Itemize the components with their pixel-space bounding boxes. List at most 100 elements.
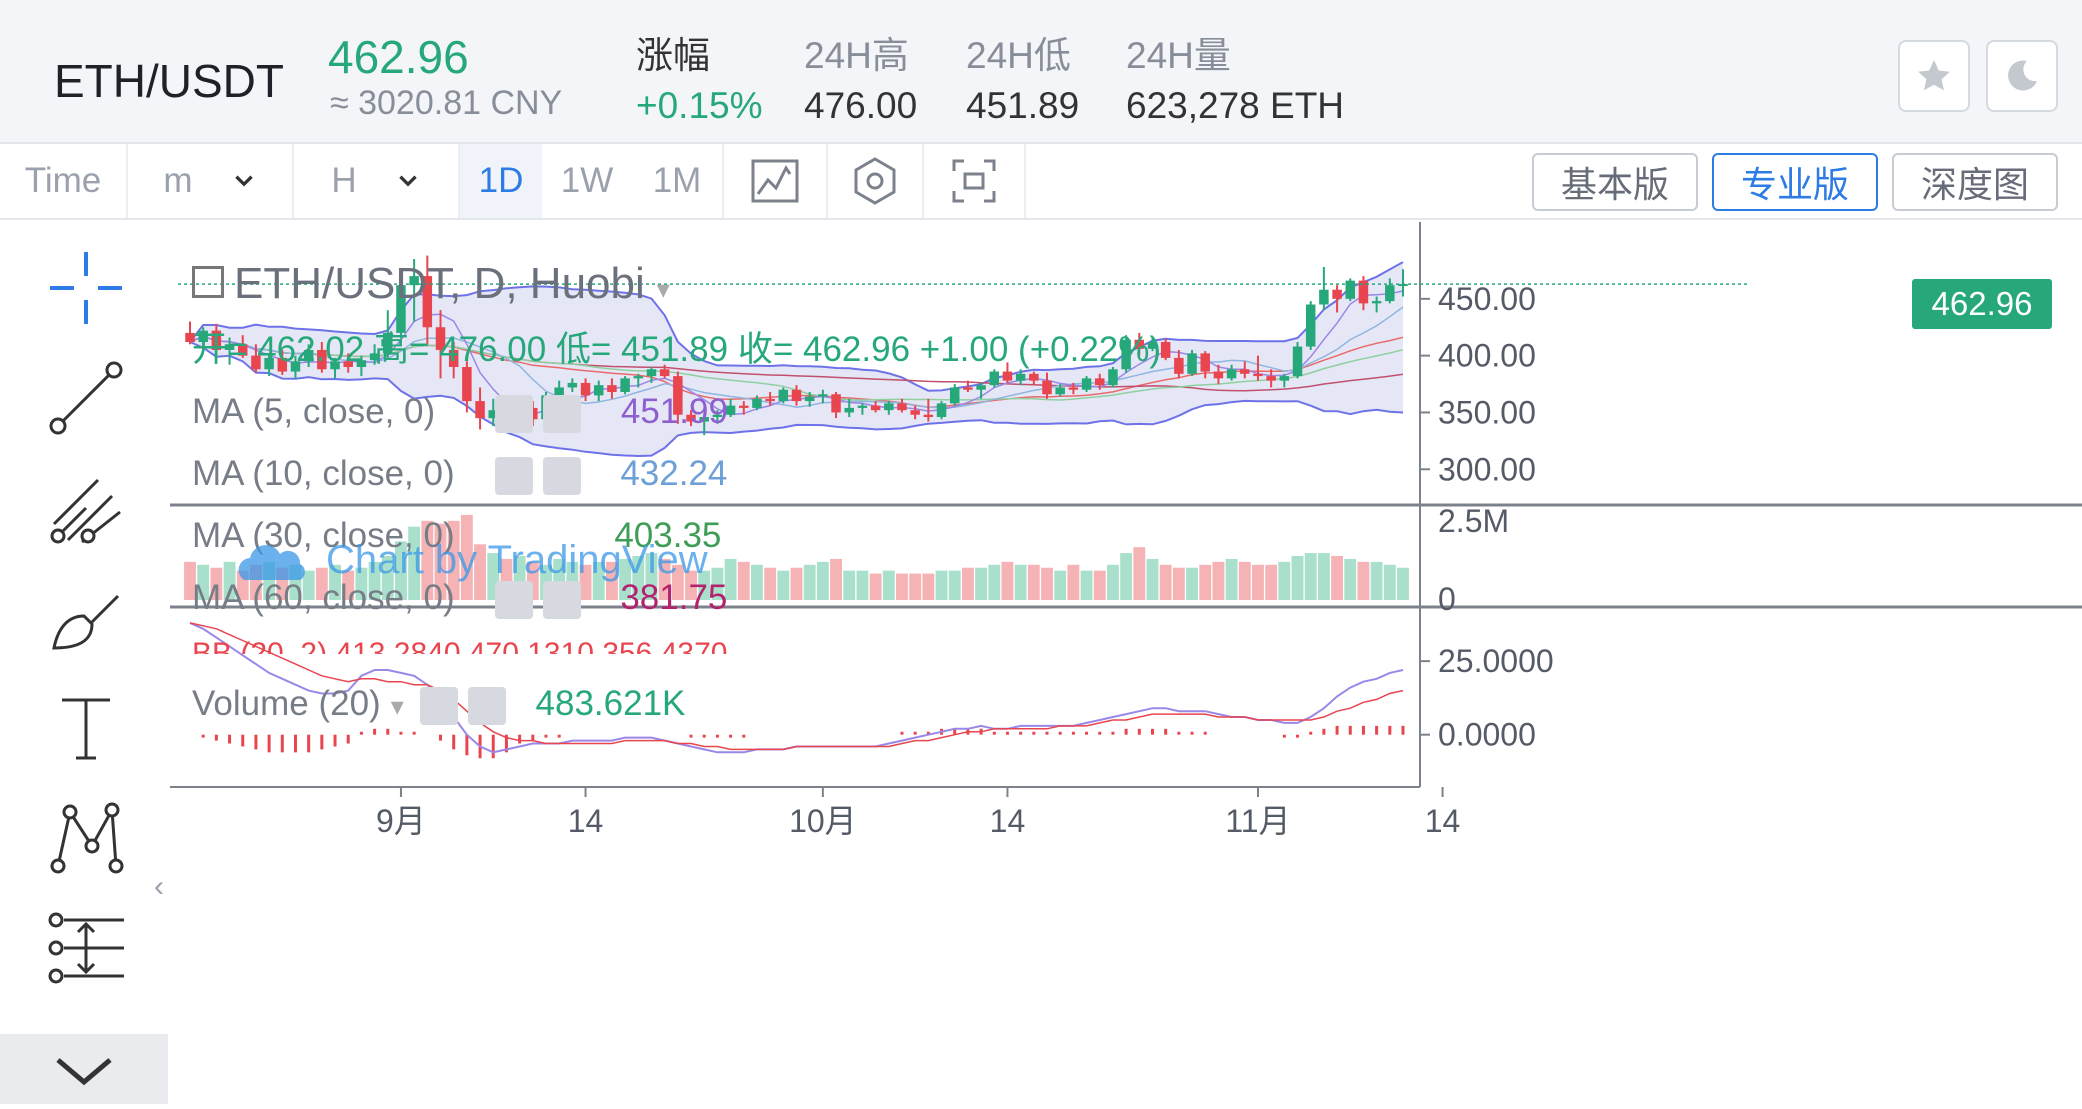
interval-1w[interactable]: 1W [560,161,614,200]
ma10-value: 432.24 [620,454,728,493]
measure-tool[interactable] [40,902,132,994]
indicator-icon [751,159,799,203]
time-button[interactable]: Time [0,144,128,218]
legend-collapse-icon[interactable] [192,266,224,299]
ma30-row: MA (30, close, 0) 403.35 [192,516,721,556]
volume-legend-row: Volume (20) ▾ 483.621K [192,684,685,726]
candle-body [1292,346,1303,377]
candle-body [844,407,854,413]
time-tick-label: 10月 [789,803,857,839]
volume-bar [751,564,763,600]
crosshair-tool[interactable] [40,242,132,334]
volume-bar [1383,564,1396,600]
gear-icon[interactable] [495,394,534,433]
pattern-tool[interactable] [40,792,132,884]
candle-body [1226,369,1237,379]
candle-body [739,405,749,408]
close-icon[interactable] [542,456,581,495]
candle-body [963,387,973,390]
view-pro-button[interactable]: 专业版 [1712,153,1878,211]
ma10-label: MA (10, close, 0) [192,454,455,493]
candle-body [752,398,762,408]
chart-toolbar: Time m H 1D 1W 1M 基本版 专业版 深度图 [0,144,2082,220]
candle-body [554,387,564,396]
volume-bar [447,520,460,600]
chart-area[interactable]: 450.00 400.00 350.00 300.00 2.5M 0 25.0000 0.00… [170,222,2082,1109]
last-price-tag: 462.96 [1912,279,2052,329]
chevron-down-icon [234,175,253,187]
text-tool[interactable] [40,682,132,774]
candle-body [699,417,709,422]
candle-body [659,369,670,377]
panel-collapse-arrow[interactable]: ‹ [154,870,164,903]
volume-dropdown-icon[interactable]: ▾ [390,691,404,721]
volume-bar [685,570,697,600]
volume-bar [289,564,302,600]
volume-bar [1252,564,1264,600]
candle-body [1279,376,1290,381]
candle-body [897,403,907,411]
candle-body [1081,378,1092,390]
view-depth-button[interactable]: 深度图 [1892,153,2058,211]
gear-icon[interactable] [494,456,533,495]
trend-line-icon [49,361,123,435]
volume-bar [513,556,526,600]
price-tick-label: 300.00 [1438,451,1536,487]
volume-bar [1238,561,1251,600]
pitchfork-tool[interactable] [40,462,132,554]
change-value: +0.15% [636,85,763,126]
legend-title: ETH/USDT, D, Huobi [234,259,645,308]
gear-icon[interactable] [494,580,533,619]
candle-body [1108,369,1118,386]
close-icon[interactable] [467,686,506,725]
collapse-tools-button[interactable] [0,1034,168,1104]
candle-body [989,371,1000,386]
volume-bar [724,558,737,600]
price-chart[interactable]: 450.00 400.00 350.00 300.00 2.5M 0 25.0000 0.00… [170,222,2082,1104]
brush-icon [52,594,120,650]
hour-dropdown[interactable]: H [294,144,460,218]
volume-bar [276,567,289,600]
minute-label: m [163,161,193,200]
volume-bar [553,558,566,600]
candle-body [686,414,696,422]
candle-body [356,360,367,367]
legend-dropdown-icon[interactable]: ▾ [656,274,670,304]
screenshot-button[interactable] [924,144,1026,218]
price-cny: ≈ 3020.81 CNY [330,84,563,122]
candle-body [1095,378,1105,386]
trend-line-tool[interactable] [40,352,132,444]
volume-bar [1291,556,1304,600]
close-icon[interactable] [542,580,581,619]
volume-bar [421,520,434,600]
candle-body [317,349,327,370]
candle-body [1002,371,1013,381]
candle-body [1266,376,1276,381]
brush-tool[interactable] [40,572,132,664]
gear-icon[interactable] [419,686,458,725]
chevron-down-icon [398,175,417,187]
view-basic-button[interactable]: 基本版 [1532,153,1698,211]
volume-tick-label: 2.5M [1438,503,1509,539]
theme-toggle-button[interactable] [1986,40,2058,112]
pitchfork-icon [50,478,121,544]
interval-1m[interactable]: 1M [632,144,724,218]
minute-dropdown[interactable]: m [128,144,294,218]
interval-1d[interactable]: 1D [460,144,542,218]
candle-body [884,403,894,411]
bb-row: BB (20, 2) 413.2840 470.1310 356.4370 [192,637,728,654]
candle-body [1305,304,1316,347]
volume-bar [882,570,895,600]
close-icon[interactable] [543,394,582,433]
indicators-button[interactable] [724,144,828,218]
volume-bar [856,570,869,600]
candle-body [1213,371,1224,379]
pattern-icon [50,802,124,874]
candle-body [1385,285,1395,302]
candle-body [251,355,261,370]
volume-bar [526,561,539,600]
favorite-button[interactable] [1898,40,1970,112]
ma5-value: 451.99 [620,392,728,431]
volume-bar [961,567,974,600]
chart-settings-button[interactable] [828,144,924,218]
